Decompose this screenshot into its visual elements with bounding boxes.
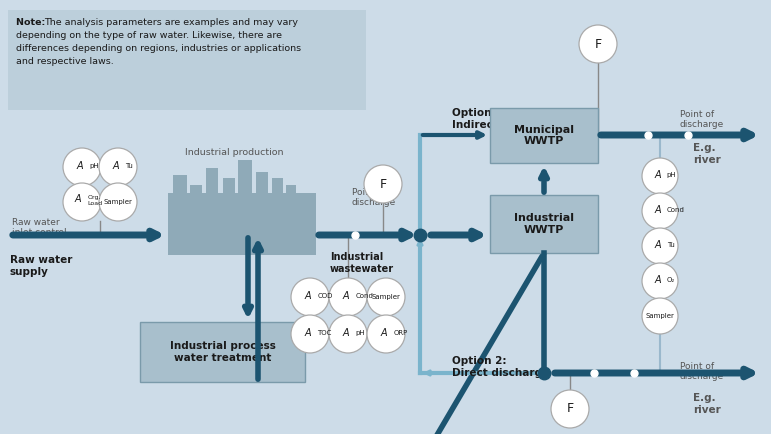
Text: E.g.
river: E.g. river — [693, 393, 721, 414]
Circle shape — [364, 165, 402, 203]
Circle shape — [291, 315, 329, 353]
FancyBboxPatch shape — [256, 172, 268, 255]
Text: A: A — [655, 240, 662, 250]
Text: pH: pH — [89, 163, 99, 169]
Text: F: F — [567, 402, 574, 415]
Circle shape — [329, 278, 367, 316]
Circle shape — [63, 148, 101, 186]
Circle shape — [99, 148, 137, 186]
FancyBboxPatch shape — [223, 178, 235, 255]
Text: depending on the type of raw water. Likewise, there are: depending on the type of raw water. Like… — [16, 31, 282, 40]
Text: The analysis parameters are examples and may vary: The analysis parameters are examples and… — [44, 18, 298, 27]
FancyBboxPatch shape — [173, 175, 187, 255]
Text: Tu: Tu — [125, 163, 133, 169]
Circle shape — [367, 278, 405, 316]
Text: A: A — [655, 205, 662, 215]
Text: A: A — [655, 275, 662, 285]
FancyBboxPatch shape — [286, 185, 296, 255]
Text: Sampler: Sampler — [645, 313, 675, 319]
Text: Tu: Tu — [667, 242, 675, 248]
Text: Cond: Cond — [667, 207, 685, 213]
Text: A: A — [113, 161, 119, 171]
Text: Municipal
WWTP: Municipal WWTP — [514, 125, 574, 146]
Text: A: A — [655, 170, 662, 180]
Text: Cond: Cond — [355, 293, 373, 299]
Text: Industrial production: Industrial production — [185, 148, 284, 157]
FancyBboxPatch shape — [206, 168, 218, 253]
Circle shape — [642, 158, 678, 194]
Text: Sampler: Sampler — [372, 294, 400, 300]
Circle shape — [642, 228, 678, 264]
FancyBboxPatch shape — [190, 185, 202, 253]
Text: Option 2:
Direct discharge: Option 2: Direct discharge — [452, 356, 549, 378]
Text: Option 1:
Indirect discharge: Option 1: Indirect discharge — [452, 108, 559, 130]
Text: TOC: TOC — [317, 330, 332, 336]
Text: and respective laws.: and respective laws. — [16, 57, 114, 66]
Circle shape — [99, 183, 137, 221]
FancyBboxPatch shape — [272, 178, 283, 255]
Circle shape — [579, 25, 617, 63]
Text: A: A — [342, 291, 349, 301]
Text: COD: COD — [317, 293, 332, 299]
Text: ORP: ORP — [393, 330, 407, 336]
Text: A: A — [380, 328, 387, 338]
FancyBboxPatch shape — [490, 195, 598, 253]
Text: A: A — [305, 328, 311, 338]
Text: Industrial process
water treatment: Industrial process water treatment — [170, 341, 275, 363]
Text: F: F — [594, 37, 601, 50]
Text: Sampler: Sampler — [103, 199, 133, 205]
FancyBboxPatch shape — [168, 193, 316, 255]
Circle shape — [291, 278, 329, 316]
Text: O₂: O₂ — [667, 277, 675, 283]
Circle shape — [329, 315, 367, 353]
Text: Point of
discharge: Point of discharge — [680, 110, 724, 129]
FancyBboxPatch shape — [8, 10, 366, 110]
Circle shape — [367, 315, 405, 353]
Text: Note:: Note: — [16, 18, 49, 27]
FancyBboxPatch shape — [238, 160, 252, 255]
Text: differences depending on regions, industries or applications: differences depending on regions, indust… — [16, 44, 301, 53]
Circle shape — [642, 193, 678, 229]
Circle shape — [642, 298, 678, 334]
FancyBboxPatch shape — [140, 322, 305, 382]
Text: F: F — [379, 178, 386, 191]
Text: Point of
discharge: Point of discharge — [352, 188, 396, 207]
Text: Industrial
WWTP: Industrial WWTP — [514, 213, 574, 235]
Text: Point of
discharge: Point of discharge — [680, 362, 724, 381]
Text: A: A — [75, 194, 82, 204]
Text: pH: pH — [667, 172, 676, 178]
Text: E.g.
river: E.g. river — [693, 143, 721, 164]
Text: A: A — [342, 328, 349, 338]
Text: Load: Load — [88, 201, 103, 207]
Circle shape — [551, 390, 589, 428]
Text: Org.: Org. — [88, 195, 101, 201]
Circle shape — [642, 263, 678, 299]
Text: A: A — [305, 291, 311, 301]
FancyBboxPatch shape — [490, 108, 598, 163]
Text: A: A — [76, 161, 83, 171]
Circle shape — [63, 183, 101, 221]
Text: Raw water
supply: Raw water supply — [10, 255, 72, 276]
Text: Raw water
inlet control: Raw water inlet control — [12, 218, 66, 237]
Text: Industrial
wastewater: Industrial wastewater — [330, 252, 394, 273]
Text: pH: pH — [355, 330, 365, 336]
